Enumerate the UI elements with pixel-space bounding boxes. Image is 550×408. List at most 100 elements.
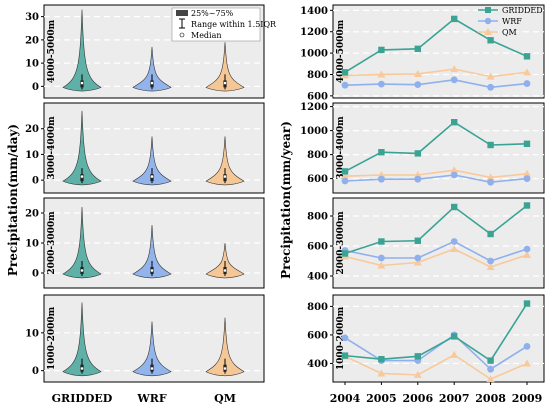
point-gridded xyxy=(414,353,421,360)
point-gridded xyxy=(451,203,458,211)
violin-median-dot xyxy=(223,366,227,371)
legend-range-label: Range within 1.5IQR xyxy=(191,20,277,29)
point-gridded xyxy=(487,357,494,364)
line-ytick-label: 800 xyxy=(307,150,328,161)
point-qm xyxy=(523,251,531,258)
violin-ytick-label: 30 xyxy=(25,12,39,23)
line-panel-label: 3000-4000m xyxy=(336,116,346,180)
point-wrf xyxy=(523,175,531,183)
violin-panel-label: 3000-4000m xyxy=(47,116,57,180)
violin-wrf xyxy=(132,321,172,377)
legend-marker-gridded xyxy=(485,7,491,13)
point-gridded xyxy=(414,45,421,53)
violin-category-label: GRIDDED xyxy=(52,392,113,405)
point-gridded xyxy=(487,141,494,149)
point-qm xyxy=(450,350,459,358)
violin-median-dot xyxy=(150,366,154,371)
series-line-qm xyxy=(344,248,528,268)
series-line-gridded xyxy=(344,204,528,255)
point-gridded xyxy=(487,230,494,238)
violin-ytick-label: 0 xyxy=(32,269,39,280)
point-gridded xyxy=(341,352,349,359)
point-gridded xyxy=(341,250,349,257)
series-line-wrf xyxy=(344,174,528,184)
line-panel-label: 2000-3000m xyxy=(336,211,346,275)
violin-wrf xyxy=(132,136,172,186)
point-wrf xyxy=(450,76,458,84)
violin-category-label: WRF xyxy=(136,392,166,405)
violin-median-dot xyxy=(223,81,227,85)
violin-gridded xyxy=(62,110,102,186)
point-gridded xyxy=(378,238,385,245)
line-panel-bg xyxy=(332,197,545,289)
violin-ytick-label: 10 xyxy=(25,150,39,161)
point-qm xyxy=(486,72,495,80)
violin-qm xyxy=(205,242,245,279)
point-gridded xyxy=(523,300,531,307)
point-qm xyxy=(377,261,386,269)
series-line-gridded xyxy=(344,121,528,173)
legend-median-label: Median xyxy=(191,31,222,40)
point-gridded xyxy=(414,237,421,244)
point-gridded xyxy=(451,15,458,23)
point-wrf xyxy=(523,342,531,350)
line-xtick-label: 2009 xyxy=(512,392,543,405)
point-qm xyxy=(486,375,495,383)
line-ytick-label: 1200 xyxy=(300,102,328,113)
series-line-qm xyxy=(344,68,528,78)
point-qm xyxy=(377,369,386,377)
violin-panel-label: 2000-3000m xyxy=(47,211,57,275)
point-qm xyxy=(450,245,459,252)
point-gridded xyxy=(378,46,385,54)
violin-qm xyxy=(205,42,245,92)
point-wrf xyxy=(523,80,531,87)
point-wrf xyxy=(487,83,494,91)
violin-panel-label: 1000-2000m xyxy=(47,306,57,370)
point-gridded xyxy=(523,53,531,60)
point-wrf xyxy=(487,178,494,186)
point-qm xyxy=(413,69,422,77)
line-ytick-label: 600 xyxy=(307,330,328,341)
point-gridded xyxy=(378,149,385,156)
violin-median-dot xyxy=(80,81,84,85)
line-ytick-label: 1000 xyxy=(300,126,328,137)
line-xtick-label: 2006 xyxy=(402,392,433,405)
series-line-gridded xyxy=(344,303,528,362)
point-wrf xyxy=(341,334,349,342)
violin-median-dot xyxy=(223,268,227,273)
point-gridded xyxy=(378,355,385,363)
point-wrf xyxy=(523,245,531,253)
violin-ytick-label: 10 xyxy=(25,328,39,339)
legend-iqr-swatch xyxy=(176,10,188,16)
point-qm xyxy=(523,359,531,367)
point-wrf xyxy=(378,80,385,88)
point-qm xyxy=(413,171,422,178)
line-ytick-label: 800 xyxy=(307,302,328,313)
line-ytick-label: 800 xyxy=(307,212,328,223)
line-ytick-label: 1200 xyxy=(300,27,328,38)
legend-label-wrf: WRF xyxy=(502,17,522,26)
violin-gridded xyxy=(62,302,102,377)
point-wrf xyxy=(414,81,422,89)
point-qm xyxy=(523,169,531,177)
violin-ytick-label: 10 xyxy=(25,239,39,250)
point-wrf xyxy=(341,81,349,89)
violin-ytick-label: 0 xyxy=(32,366,39,377)
line-ytick-label: 1000 xyxy=(300,49,328,60)
line-ytick-label: 400 xyxy=(307,359,328,370)
point-qm xyxy=(450,166,459,174)
violin-median-dot xyxy=(80,174,84,179)
legend-label-qm: QM xyxy=(502,28,517,37)
right-ylabel: Precipitation(mm/year) xyxy=(279,121,293,279)
point-gridded xyxy=(523,202,531,209)
point-qm xyxy=(377,171,386,178)
line-ytick-label: 600 xyxy=(307,91,328,102)
violin-median-dot xyxy=(150,268,154,273)
point-gridded xyxy=(414,150,421,157)
point-gridded xyxy=(341,168,349,175)
legend-marker-qm xyxy=(484,28,492,35)
legend-median-swatch xyxy=(179,32,185,38)
violin-median-dot xyxy=(150,81,154,85)
point-gridded xyxy=(341,69,349,76)
